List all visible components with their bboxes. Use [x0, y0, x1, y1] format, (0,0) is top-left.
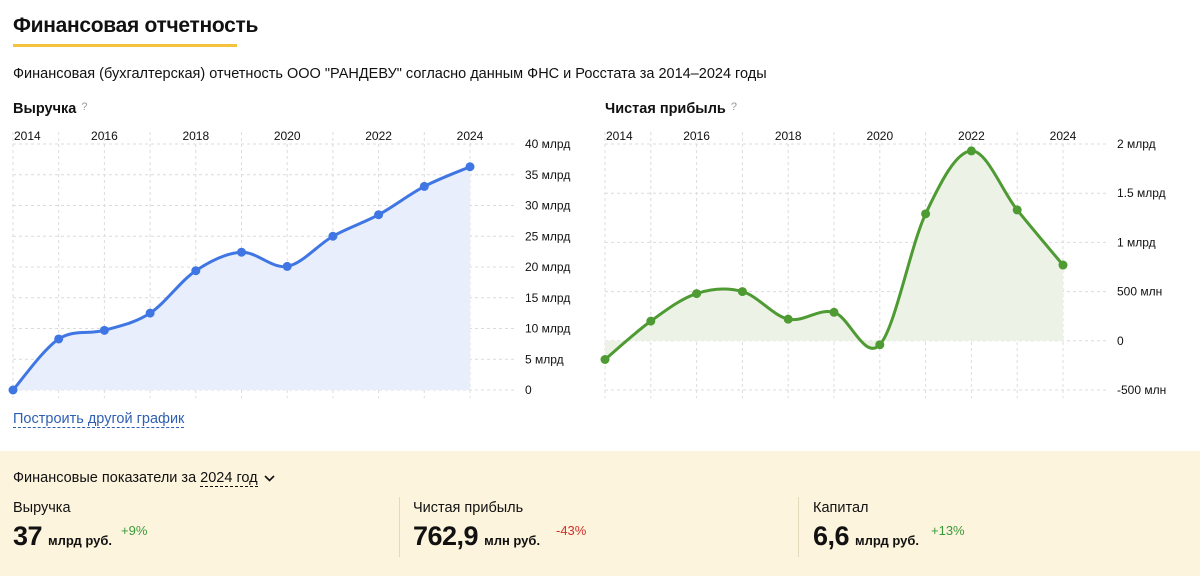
metric-revenue-number: 37 [13, 521, 43, 551]
profit-x-tick-label: 2020 [866, 129, 893, 143]
profit-y-tick-label: -500 млн [1117, 383, 1166, 397]
metric-revenue-unit: млрд руб. [48, 533, 113, 548]
period-year[interactable]: 2024 год [200, 470, 258, 487]
metric-revenue-value: 37 млрд руб. [13, 521, 112, 552]
revenue-x-tick-label: 2022 [365, 129, 392, 143]
profit-y-tick-label: 500 млн [1117, 285, 1162, 299]
revenue-point-2014 [8, 385, 18, 395]
revenue-x-tick-label: 2018 [182, 129, 209, 143]
profit-point-2023 [1012, 205, 1022, 215]
revenue-y-tick-label: 10 млрд [525, 322, 570, 336]
financial-summary-panel: Финансовые показатели за 2024 год Выручк… [0, 451, 1200, 576]
profit-point-2022 [966, 146, 976, 156]
revenue-point-2021 [328, 231, 338, 241]
revenue-help-icon[interactable]: ? [81, 101, 88, 113]
revenue-chart[interactable]: 0 5 млрд 10 млрд 15 млрд 20 млрд 25 млрд 30 мл… [0, 120, 592, 405]
revenue-point-2020 [282, 261, 292, 271]
metric-divider [798, 497, 799, 557]
revenue-y-tick-label: 15 млрд [525, 291, 570, 305]
revenue-point-2016 [99, 325, 109, 335]
profit-chart-title: Чистая прибыль? [605, 101, 737, 117]
metric-net-profit-label: Чистая прибыль [413, 500, 524, 516]
profit-y-tick-label: 1.5 млрд [1117, 186, 1166, 200]
profit-y-tick-label: 0 [1117, 334, 1124, 348]
revenue-point-2022 [374, 210, 384, 220]
revenue-y-tick-label: 25 млрд [525, 229, 570, 243]
profit-chart-title-text: Чистая прибыль [605, 101, 726, 117]
metric-revenue-change: +9% [121, 523, 148, 538]
metric-capital-change: +13% [931, 523, 965, 538]
profit-point-2024 [1058, 260, 1068, 270]
revenue-y-tick-label: 0 [525, 383, 532, 397]
period-selector[interactable]: Финансовые показатели за 2024 год [13, 470, 275, 487]
revenue-point-2024 [465, 162, 475, 172]
profit-x-tick-label: 2022 [958, 129, 985, 143]
profit-point-2015 [646, 316, 656, 326]
profit-y-tick-label: 1 млрд [1117, 235, 1156, 249]
profit-x-tick-label: 2024 [1050, 129, 1077, 143]
metric-net-profit-value: 762,9 млн руб. [413, 521, 540, 552]
profit-point-2021 [921, 209, 931, 219]
revenue-chart-title-text: Выручка [13, 101, 77, 117]
profit-point-2020 [875, 340, 885, 350]
build-other-chart-link[interactable]: Построить другой график [13, 411, 185, 428]
profit-point-2019 [829, 307, 839, 317]
revenue-chart-title: Выручка? [13, 101, 87, 117]
title-underline [13, 44, 237, 47]
revenue-y-tick-label: 5 млрд [525, 352, 564, 366]
revenue-x-tick-label: 2016 [91, 129, 118, 143]
metric-capital-number: 6,6 [813, 521, 850, 551]
revenue-x-tick-label: 2020 [274, 129, 301, 143]
metric-net-profit-number: 762,9 [413, 521, 479, 551]
revenue-point-2019 [237, 247, 246, 257]
metric-net-profit-unit: млн руб. [484, 533, 541, 548]
profit-point-2018 [783, 314, 793, 324]
profit-x-tick-label: 2018 [775, 129, 802, 143]
profit-chart[interactable]: -500 млн 0 500 млн 1 млрд 1.5 млрд 2 млрд 2014… [592, 120, 1182, 405]
profit-point-2014 [600, 354, 610, 364]
revenue-y-tick-label: 35 млрд [525, 168, 570, 182]
revenue-y-tick-label: 20 млрд [525, 260, 570, 274]
profit-y-tick-label: 2 млрд [1117, 137, 1156, 151]
profit-x-tick-label: 2016 [683, 129, 710, 143]
metric-net-profit-change: -43% [556, 523, 587, 538]
metric-capital-label: Капитал [813, 500, 869, 516]
profit-x-tick-label: 2014 [606, 129, 633, 143]
revenue-x-tick-label: 2024 [457, 129, 484, 143]
metric-capital-value: 6,6 млрд руб. [813, 521, 919, 552]
chevron-down-icon[interactable] [264, 474, 275, 485]
period-prefix: Финансовые показатели за [13, 470, 197, 486]
revenue-point-2015 [54, 334, 64, 344]
revenue-point-2023 [419, 181, 429, 191]
profit-point-2016 [692, 289, 702, 299]
profit-point-2017 [737, 287, 747, 297]
page-title: Финансовая отчетность [13, 14, 259, 37]
metric-divider [399, 497, 400, 557]
profit-area [605, 150, 1063, 360]
revenue-y-tick-label: 30 млрд [525, 199, 570, 213]
metric-revenue-label: Выручка [13, 500, 71, 516]
revenue-x-tick-label: 2014 [14, 129, 41, 143]
revenue-y-tick-label: 40 млрд [525, 137, 570, 151]
revenue-point-2018 [191, 266, 201, 276]
metric-capital-unit: млрд руб. [855, 533, 920, 548]
page-subtitle: Финансовая (бухгалтерская) отчетность ОО… [13, 66, 767, 82]
profit-help-icon[interactable]: ? [730, 101, 737, 113]
revenue-point-2017 [145, 308, 155, 318]
revenue-area [13, 166, 470, 390]
